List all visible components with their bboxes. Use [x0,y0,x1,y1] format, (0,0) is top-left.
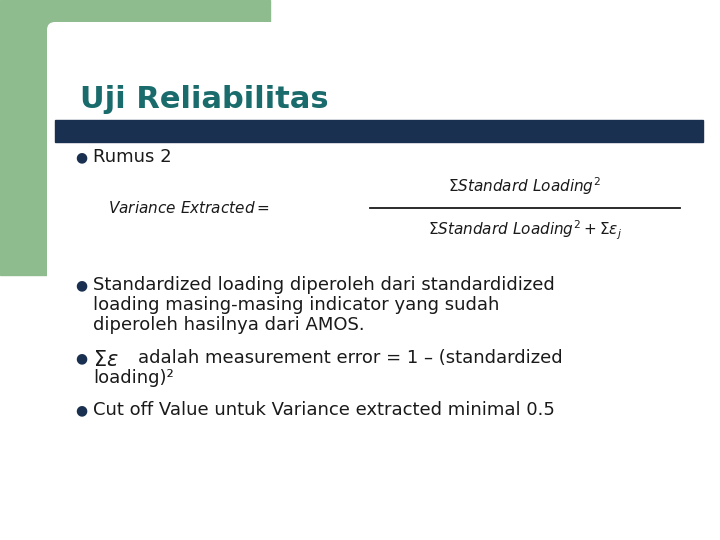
Text: Uji Reliabilitas: Uji Reliabilitas [80,85,328,114]
Text: diperoleh hasilnya dari AMOS.: diperoleh hasilnya dari AMOS. [93,316,364,334]
Text: Cut off Value untuk Variance extracted minimal 0.5: Cut off Value untuk Variance extracted m… [93,401,555,419]
Bar [0,115,55,275]
Text: loading masing-masing indicator yang sudah: loading masing-masing indicator yang sud… [93,296,500,314]
Text: Rumus 2: Rumus 2 [93,148,171,166]
Text: ●: ● [75,351,87,365]
Text: $\mathit{\Sigma Standard\ Loading^2}$: $\mathit{\Sigma Standard\ Loading^2}$ [449,175,601,197]
Text: ●: ● [75,150,87,164]
Bar [0,0,270,115]
Text: ●: ● [75,403,87,417]
Text: Standardized loading diperoleh dari standardidized: Standardized loading diperoleh dari stan… [93,276,554,294]
Bar [55,120,703,142]
Text: $\mathit{\Sigma\varepsilon}$: $\mathit{\Sigma\varepsilon}$ [93,350,119,370]
Text: adalah measurement error = 1 – (standardized: adalah measurement error = 1 – (standard… [138,349,562,367]
Text: $\mathit{Variance\ Extracted} =$: $\mathit{Variance\ Extracted} =$ [108,200,270,216]
Text: loading)²: loading)² [93,369,174,387]
Text: $\mathit{\Sigma Standard\ Loading^2 + \Sigma\varepsilon_j}$: $\mathit{\Sigma Standard\ Loading^2 + \S… [428,218,622,241]
FancyBboxPatch shape [47,22,713,533]
Text: ●: ● [75,278,87,292]
